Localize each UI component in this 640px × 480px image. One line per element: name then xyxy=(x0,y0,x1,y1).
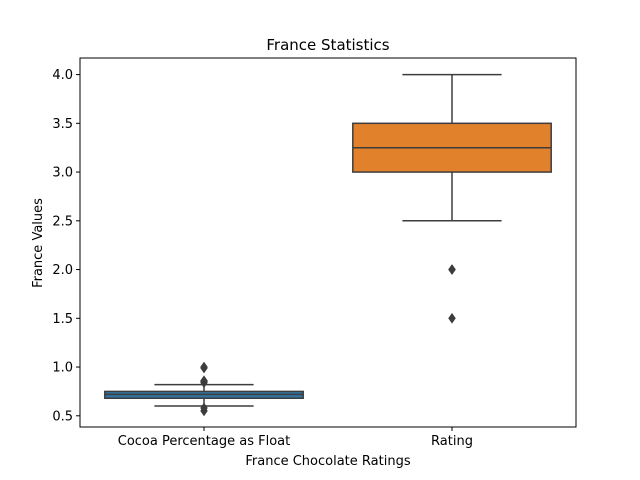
box-group xyxy=(104,361,304,417)
chart-title: France Statistics xyxy=(266,36,389,54)
axes-frame xyxy=(79,57,577,428)
y-tick-label: 1.5 xyxy=(52,312,73,327)
box-group xyxy=(352,73,552,324)
y-axis-label: France Values xyxy=(31,198,46,288)
x-tick-label: Cocoa Percentage as Float xyxy=(118,434,290,449)
y-tick-label: 3.0 xyxy=(52,166,73,181)
y-tick-label: 4.0 xyxy=(52,68,73,83)
y-tick-label: 0.5 xyxy=(52,409,73,424)
outlier-point xyxy=(200,402,208,414)
x-tick-label: Rating xyxy=(431,434,473,449)
outlier-point xyxy=(200,375,208,387)
outlier-point xyxy=(200,361,208,373)
x-axis-label: France Chocolate Ratings xyxy=(245,454,410,469)
x-axis-ticks: Cocoa Percentage as Float Rating xyxy=(118,427,473,449)
y-axis-ticks: 0.5 1.0 1.5 2.0 2.5 3.0 3.5 4.0 xyxy=(52,68,80,424)
y-tick-label: 1.0 xyxy=(52,361,73,376)
y-tick-label: 2.5 xyxy=(52,214,73,229)
y-tick-label: 3.5 xyxy=(52,117,73,132)
y-tick-label: 2.0 xyxy=(52,263,73,278)
outlier-point xyxy=(448,264,456,275)
plot-area xyxy=(104,73,552,417)
outlier-point xyxy=(448,312,456,324)
